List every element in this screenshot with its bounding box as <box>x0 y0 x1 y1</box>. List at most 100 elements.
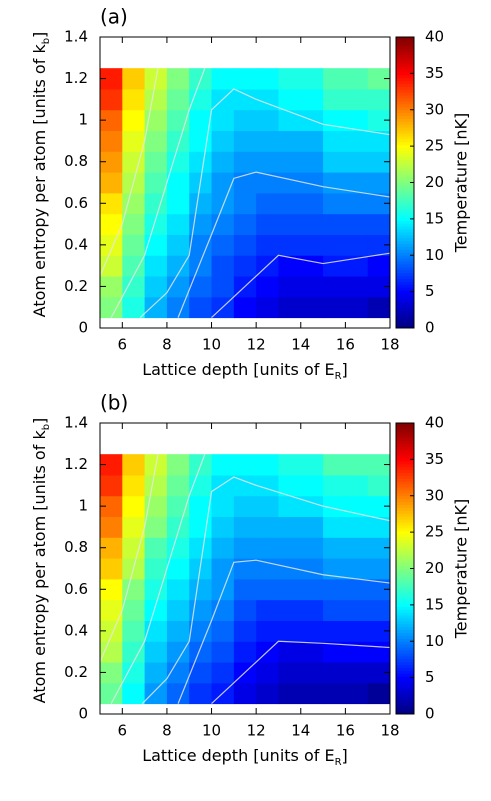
heat-cell <box>256 682 279 705</box>
heat-cell <box>323 620 369 642</box>
colorbar-step <box>396 609 414 613</box>
colorbar-step <box>396 106 414 111</box>
heat-cell <box>211 495 235 518</box>
colorbar-step <box>396 702 414 706</box>
heat-cell <box>367 454 391 476</box>
heat-cell <box>278 599 324 621</box>
colorbar-step <box>396 199 414 204</box>
heat-cell <box>144 130 168 152</box>
colorbar-step <box>396 507 414 511</box>
colorbar-tick-label: 20 <box>425 173 444 191</box>
colorbar-step <box>396 513 414 517</box>
heat-cell <box>323 641 369 663</box>
heat-cell <box>278 641 324 663</box>
colorbar-step <box>396 194 414 198</box>
heat-cell <box>256 192 279 215</box>
y-tick-label: 0 <box>78 319 88 337</box>
heat-cell <box>100 296 123 319</box>
heat-cell <box>144 296 168 319</box>
colorbar-step <box>396 603 414 607</box>
y-axis-label-part: Atom entropy per atom [units of k <box>30 430 49 704</box>
colorbar-step <box>396 629 414 634</box>
colorbar-step <box>396 150 414 154</box>
colorbar-step <box>396 298 414 303</box>
heat-cell <box>189 192 213 215</box>
heat-cell <box>211 474 235 497</box>
x-tick-label: 10 <box>202 722 221 740</box>
y-tick-label: 1.2 <box>64 69 88 87</box>
colorbar-step <box>396 510 414 514</box>
colorbar-step <box>396 658 414 663</box>
colorbar-step <box>396 101 414 105</box>
contour-line <box>177 171 391 318</box>
heat-cell <box>144 234 168 256</box>
colorbar-step <box>396 527 414 532</box>
heat-cell <box>278 68 324 90</box>
heat-cell <box>144 88 168 111</box>
heat-cell <box>144 578 168 601</box>
y-axis-label-part: ] <box>30 32 49 38</box>
heat-cell <box>122 234 146 256</box>
heat-cell <box>100 620 123 642</box>
heat-cell <box>100 516 123 538</box>
colorbar-step <box>396 214 414 218</box>
heat-cell <box>100 454 123 476</box>
colorbar-step <box>396 188 414 192</box>
heat-cell <box>122 151 146 173</box>
panel-title: (b) <box>100 391 128 415</box>
colorbar-step <box>396 423 414 427</box>
colorbar-step <box>396 536 414 540</box>
heat-cell <box>100 474 123 497</box>
colorbar-tick-label: 30 <box>425 100 444 118</box>
heat-cell <box>100 599 123 621</box>
heat-cell <box>100 109 123 132</box>
heat-cell <box>278 454 324 476</box>
colorbar-step <box>396 574 414 578</box>
colorbar-step <box>396 487 414 491</box>
heat-cell <box>278 88 324 111</box>
heat-cell <box>256 495 279 518</box>
heat-cell <box>122 495 146 518</box>
colorbar-step <box>396 504 414 508</box>
heat-cell <box>211 641 235 663</box>
colorbar-step <box>396 176 414 181</box>
colorbar-step <box>396 428 414 433</box>
colorbar-step <box>396 431 414 436</box>
y-tick-label: 1.4 <box>64 28 88 46</box>
colorbar-step <box>396 220 414 224</box>
colorbar-step <box>396 635 414 639</box>
heat-cell <box>367 296 391 319</box>
heat-cell <box>323 516 369 538</box>
heat-cell <box>144 276 168 298</box>
y-tick-label: 0.4 <box>64 235 88 253</box>
y-tick-label: 0.8 <box>64 538 88 556</box>
heat-cell <box>278 234 324 256</box>
colorbar-step <box>396 449 414 453</box>
colorbar-step <box>396 48 414 53</box>
colorbar-step <box>396 475 414 479</box>
colorbar-step <box>396 644 414 648</box>
colorbar-step <box>396 167 414 172</box>
colorbar-step <box>396 269 414 274</box>
colorbar-step <box>396 39 414 44</box>
colorbar-step <box>396 86 414 90</box>
heat-cell <box>166 662 190 684</box>
heat-cell <box>166 276 190 298</box>
heat-cell <box>323 474 369 497</box>
colorbar-step <box>396 266 414 271</box>
colorbar-step <box>396 118 414 122</box>
heat-cell <box>278 296 324 319</box>
heat-cell <box>166 68 190 90</box>
colorbar-step <box>396 457 414 462</box>
heat-cell <box>144 537 168 559</box>
heat-cell <box>100 234 123 256</box>
y-axis-label-part: ] <box>30 418 49 424</box>
colorbar-step <box>396 74 414 79</box>
plot-border <box>99 36 391 329</box>
colorbar-step <box>396 623 414 628</box>
colorbar-step <box>396 580 414 584</box>
colorbar-step <box>396 319 414 323</box>
colorbar-step <box>396 185 414 189</box>
heat-cell <box>278 172 324 194</box>
colorbar-step <box>396 655 414 660</box>
